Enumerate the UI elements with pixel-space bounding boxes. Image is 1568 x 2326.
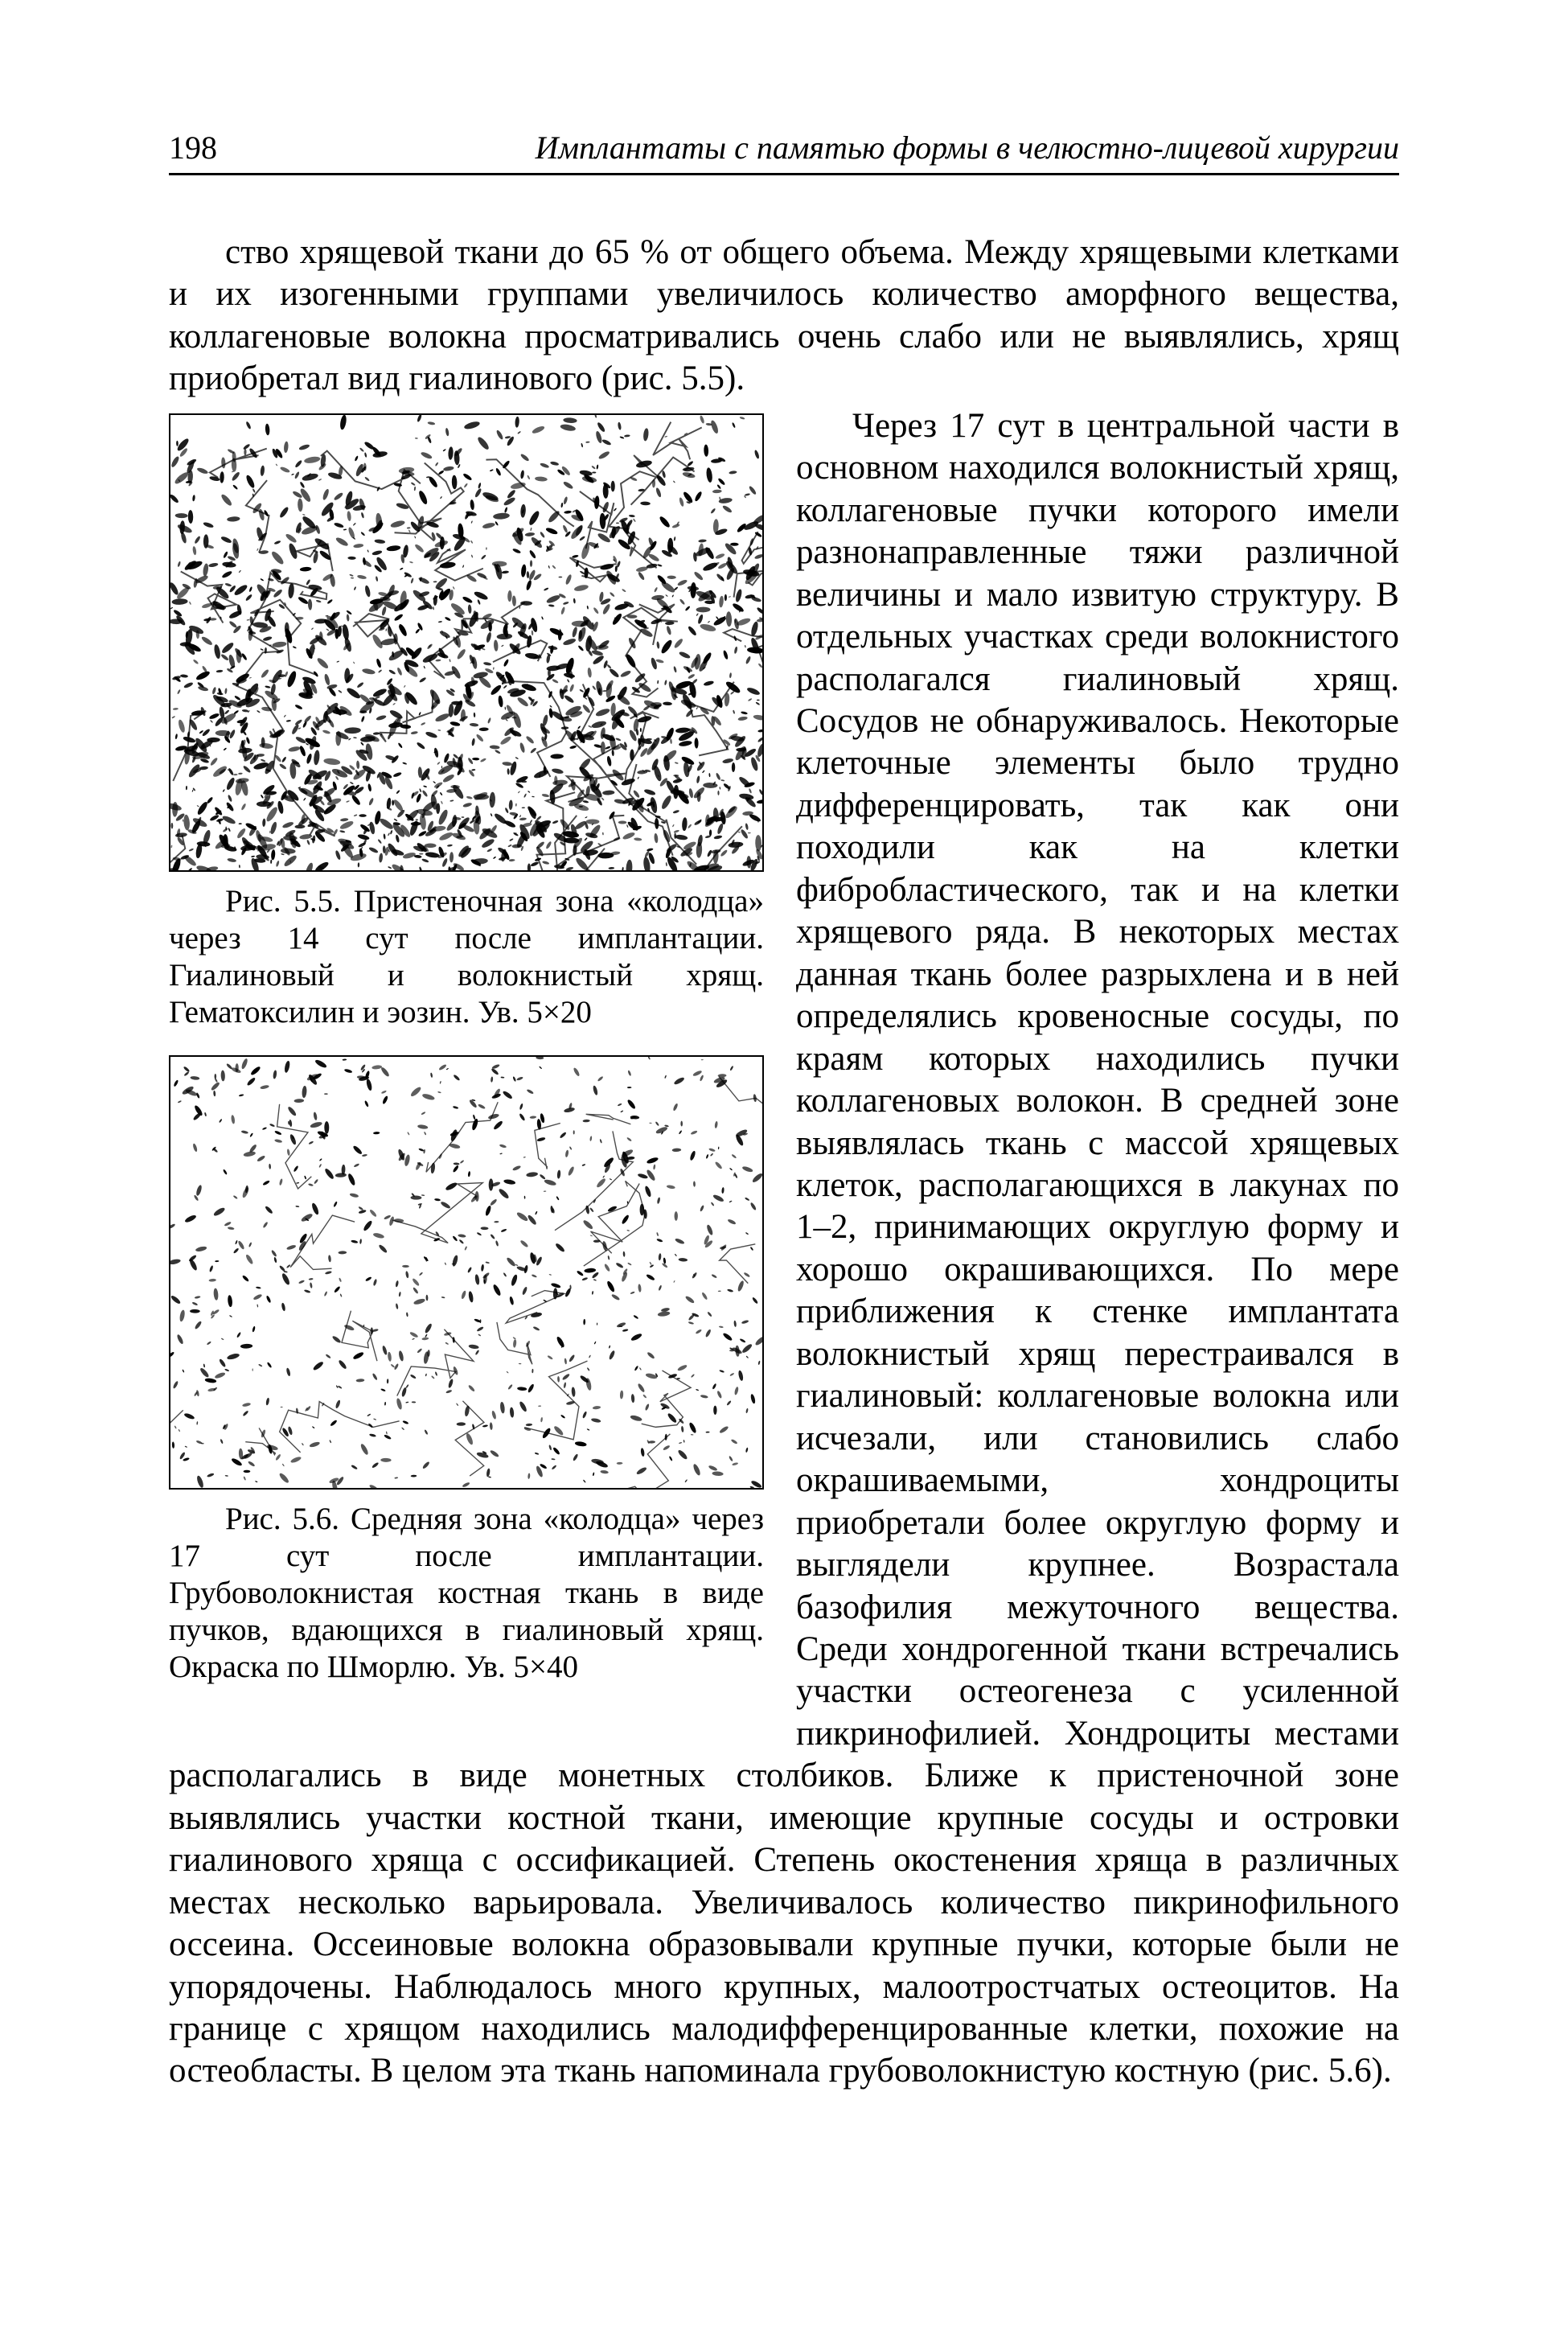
body-paragraph-1: ство хрящевой ткани до 65 % от общего об… (169, 232, 1399, 401)
page: 198 Имплантаты с памятью формы в челюстн… (0, 0, 1568, 2326)
figure-5-5-image (169, 413, 764, 872)
figure-float-block: Рис. 5.5. Пристеночная зона «колодца» че… (169, 413, 764, 1710)
figure-5-6-image (169, 1055, 764, 1490)
figure-5-6: Рис. 5.6. Средняя зона «колодца» через 1… (169, 1055, 764, 1686)
figure-5-5: Рис. 5.5. Пристеночная зона «колодца» че… (169, 413, 764, 1031)
figure-5-5-caption: Рис. 5.5. Пристеночная зона «колодца» че… (169, 883, 764, 1031)
page-number: 198 (169, 129, 217, 166)
figure-5-6-caption: Рис. 5.6. Средняя зона «колодца» через 1… (169, 1501, 764, 1686)
body-paragraph-2: Рис. 5.5. Пристеночная зона «колодца» че… (169, 405, 1399, 2093)
running-title: Имплантаты с памятью формы в челюстно-ли… (249, 129, 1399, 166)
running-head: 198 Имплантаты с памятью формы в челюстн… (169, 129, 1399, 175)
